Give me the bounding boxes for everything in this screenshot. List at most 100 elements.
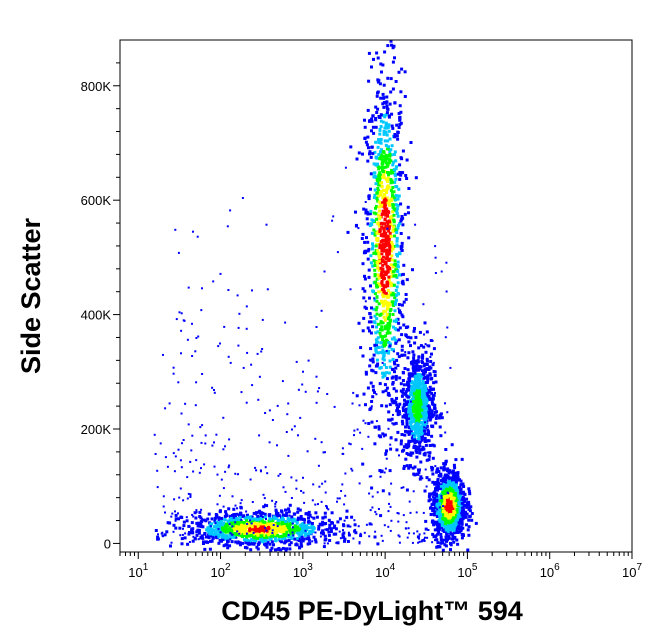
event-dot	[441, 548, 445, 552]
event-dot	[405, 158, 409, 162]
event-dot	[378, 261, 382, 265]
event-dot	[328, 520, 331, 523]
event-dot	[445, 498, 449, 502]
event-dot	[385, 331, 389, 335]
event-dot	[381, 188, 385, 192]
event-dot	[288, 518, 292, 521]
event-dot	[400, 433, 404, 436]
event-dot	[382, 354, 386, 358]
event-dot	[401, 272, 405, 276]
event-dot	[268, 441, 271, 444]
event-dot	[320, 309, 323, 312]
event-dot	[355, 157, 359, 161]
event-dot	[375, 277, 379, 281]
event-dot	[421, 389, 424, 393]
event-dot	[374, 331, 378, 335]
event-dot	[247, 515, 251, 519]
event-dot	[283, 537, 287, 541]
event-dot	[407, 416, 410, 420]
event-dot	[458, 486, 462, 489]
event-dot	[184, 402, 187, 405]
event-dot	[173, 470, 176, 473]
event-dot	[444, 522, 447, 525]
event-dot	[232, 521, 236, 525]
event-dot	[327, 533, 331, 537]
event-dot	[455, 530, 458, 534]
event-dot	[356, 428, 359, 431]
event-dot	[366, 257, 370, 261]
event-dot	[330, 511, 334, 515]
event-dot	[444, 402, 446, 405]
event-dot	[439, 499, 443, 503]
event-dot	[270, 546, 274, 550]
event-dot	[456, 515, 460, 519]
event-dot	[281, 516, 285, 520]
event-dot	[274, 508, 278, 512]
event-dot	[427, 495, 431, 499]
event-dot	[372, 228, 376, 232]
event-dot	[460, 501, 464, 505]
event-dot	[439, 532, 443, 536]
event-dot	[274, 548, 277, 552]
event-dot	[428, 412, 432, 415]
event-dot	[419, 433, 423, 436]
event-dot	[376, 107, 380, 111]
event-dot	[241, 197, 244, 199]
event-dot	[437, 519, 441, 523]
event-dot	[407, 377, 411, 381]
event-dot	[253, 517, 257, 521]
event-dot	[303, 518, 306, 522]
event-dot	[325, 505, 328, 508]
event-dot	[397, 126, 401, 129]
event-dot	[363, 240, 367, 244]
event-dot	[244, 533, 248, 537]
event-dot	[224, 510, 228, 514]
event-dot	[368, 522, 372, 526]
event-dot	[448, 513, 452, 517]
event-dot	[209, 525, 212, 528]
event-dot	[399, 232, 403, 235]
event-dot	[378, 228, 382, 232]
event-dot	[262, 526, 265, 530]
event-dot	[354, 224, 358, 228]
event-dot	[402, 300, 406, 304]
event-dot	[251, 384, 254, 387]
event-dot	[376, 199, 380, 203]
event-dot	[439, 472, 443, 476]
event-dot	[271, 499, 274, 502]
event-dot	[321, 529, 325, 533]
event-dot	[423, 368, 427, 372]
event-dot	[383, 327, 387, 331]
event-dot	[197, 521, 200, 525]
event-dot	[195, 533, 199, 537]
event-dot	[316, 390, 319, 393]
event-dot	[384, 404, 388, 408]
event-dot	[443, 526, 447, 530]
event-dot	[212, 525, 216, 529]
event-dot	[234, 525, 238, 528]
event-dot	[382, 232, 386, 236]
event-dot	[383, 524, 386, 527]
event-dot	[398, 273, 401, 277]
event-dot	[424, 414, 428, 418]
event-dot	[300, 533, 304, 537]
event-dot	[399, 413, 402, 416]
event-dot	[418, 405, 422, 409]
event-dot	[211, 528, 215, 532]
event-dot	[259, 525, 263, 529]
event-dot	[364, 249, 368, 253]
event-dot	[197, 335, 200, 338]
event-dot	[410, 374, 413, 377]
event-dot	[415, 410, 419, 414]
event-dot	[382, 101, 386, 104]
event-dot	[398, 541, 401, 544]
event-dot	[216, 514, 219, 517]
event-dot	[238, 312, 241, 315]
event-dot	[385, 187, 389, 191]
event-dot	[375, 305, 379, 309]
event-dot	[381, 321, 385, 325]
event-dot	[372, 131, 376, 135]
event-dot	[459, 503, 463, 507]
event-dot	[446, 467, 450, 471]
event-dot	[311, 499, 314, 502]
